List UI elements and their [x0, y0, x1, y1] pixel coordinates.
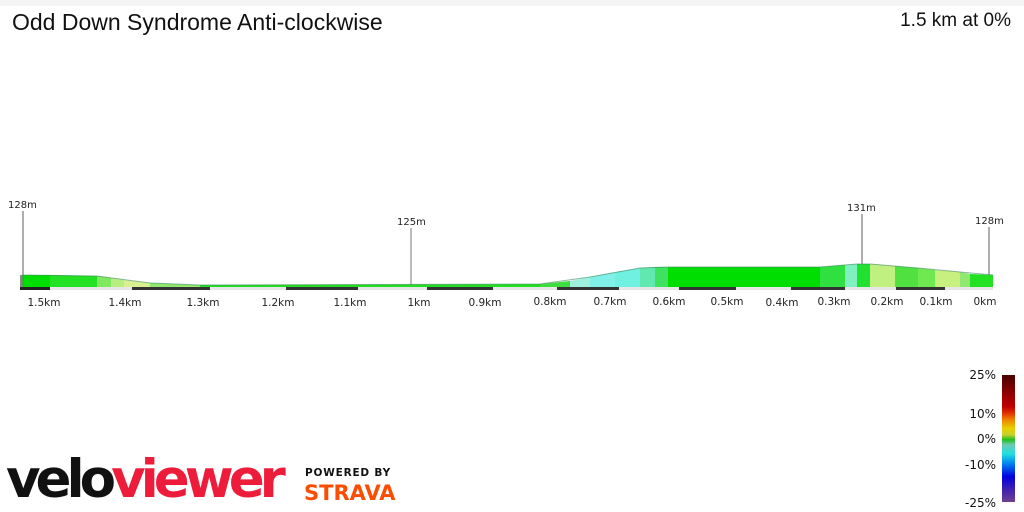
svg-text:1.4km: 1.4km	[108, 297, 141, 309]
logo-velo-text: velo	[6, 449, 116, 510]
svg-text:0.2km: 0.2km	[870, 296, 903, 308]
svg-text:1.5km: 1.5km	[27, 297, 60, 309]
legend-label-0: 0%	[976, 432, 996, 446]
svg-text:1.2km: 1.2km	[261, 297, 294, 309]
elevation-marker-end: 128m	[975, 216, 1004, 275]
svg-text:0.6km: 0.6km	[652, 296, 685, 308]
legend-label-10: 10%	[969, 407, 996, 421]
top-band	[0, 0, 1024, 6]
svg-text:0.5km: 0.5km	[710, 296, 743, 308]
svg-text:0km: 0km	[974, 296, 997, 308]
page-title: Odd Down Syndrome Anti-clockwise	[12, 9, 383, 35]
svg-text:1.3km: 1.3km	[186, 297, 219, 309]
svg-text:0.7km: 0.7km	[593, 296, 626, 308]
elevation-marker-start: 128m	[8, 200, 37, 287]
legend-label-25: 25%	[969, 368, 996, 382]
elevation-marker-low: 125m	[397, 217, 426, 285]
svg-text:125m: 125m	[397, 217, 426, 228]
svg-text:0.1km: 0.1km	[919, 296, 952, 308]
svg-text:128m: 128m	[975, 216, 1004, 227]
profile-segments	[20, 263, 994, 287]
svg-text:0.9km: 0.9km	[468, 297, 501, 309]
powered-by-text: POWERED BY	[305, 467, 392, 479]
distance-strip	[20, 287, 993, 290]
logo-viewer-text: viewer	[111, 449, 286, 510]
svg-text:1km: 1km	[408, 297, 431, 309]
strava-logo: STRAVA	[304, 481, 396, 505]
gradient-color-bar	[1002, 375, 1015, 502]
elevation-marker-peak: 131m	[847, 203, 876, 264]
svg-text:0.8km: 0.8km	[533, 296, 566, 308]
svg-text:0.3km: 0.3km	[817, 296, 850, 308]
legend-label-minus-10: -10%	[964, 458, 996, 472]
route-summary: 1.5 km at 0%	[900, 10, 1011, 31]
svg-text:1.1km: 1.1km	[333, 297, 366, 309]
x-axis-labels: 1.5km 1.4km 1.3km 1.2km 1.1km 1km 0.9km …	[27, 296, 996, 309]
svg-text:0.4km: 0.4km	[765, 297, 798, 309]
svg-text:128m: 128m	[8, 200, 37, 211]
veloviewer-logo: veloviewer	[6, 449, 286, 510]
elevation-profile-chart: 128m 125m 131m 128m 1.5km 1.4km 1.3km 1.…	[8, 200, 1004, 309]
legend-label-minus-25: -25%	[964, 496, 996, 510]
svg-text:131m: 131m	[847, 203, 876, 214]
